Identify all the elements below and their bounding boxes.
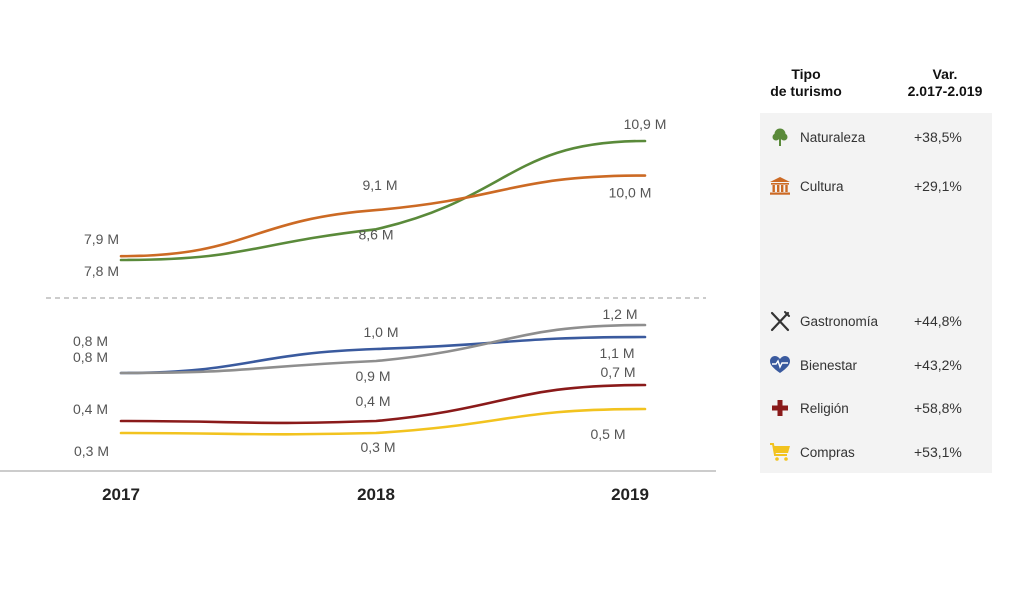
series-line-bienestar xyxy=(119,323,647,375)
row-variation: +29,1% xyxy=(914,178,962,194)
data-label-gastronomía-2017: 0,8 M xyxy=(73,333,108,349)
x-tick-2019: 2019 xyxy=(611,485,649,504)
data-label-compras-2018: 0,3 M xyxy=(360,439,395,455)
series-line-cultura xyxy=(119,174,647,258)
data-label-gastronomía-2018: 1,0 M xyxy=(363,324,398,340)
table-row-cultura: Cultura +29,1% xyxy=(760,173,992,199)
data-label-bienestar-2017: 0,8 M xyxy=(73,349,108,365)
data-label-compras-2017: 0,3 M xyxy=(74,443,109,459)
data-label-cultura-2019: 10,0 M xyxy=(609,185,652,201)
row-variation: +53,1% xyxy=(914,444,962,460)
series-line-gastronomía xyxy=(119,335,647,375)
tree-icon xyxy=(760,127,800,147)
cart-icon xyxy=(760,442,800,462)
cross-icon xyxy=(760,398,800,418)
table-row-religion: Religión +58,8% xyxy=(760,395,992,421)
row-variation: +38,5% xyxy=(914,129,962,145)
row-name: Bienestar xyxy=(800,357,858,373)
header-type-line2: de turismo xyxy=(770,83,842,99)
data-label-naturaleza-2018: 8,6 M xyxy=(358,226,393,242)
row-name: Cultura xyxy=(800,178,844,194)
row-name: Gastronomía xyxy=(800,313,879,329)
table-row-bienestar: Bienestar +43,2% xyxy=(760,352,992,378)
table-header: Tipo de turismo Var. 2.017-2.019 xyxy=(760,66,992,110)
data-label-compras-2019: 0,5 M xyxy=(590,426,625,442)
series-line-naturaleza xyxy=(119,139,647,262)
header-var-line1: Var. xyxy=(932,66,958,82)
row-name: Naturaleza xyxy=(800,129,866,145)
museum-icon xyxy=(760,176,800,196)
line-chart: 7,8 M 8,6 M 10,9 M 7,9 M 9,1 M 10,0 M 0,8 M 1,0… xyxy=(0,116,716,504)
variation-table: Naturaleza +38,5% Cultura +29,1% Gastron… xyxy=(760,113,992,473)
cutlery-icon xyxy=(760,310,800,332)
data-label-cultura-2018: 9,1 M xyxy=(362,177,397,193)
data-label-bienestar-2018: 0,9 M xyxy=(355,368,390,384)
data-label-bienestar-2019: 1,2 M xyxy=(602,306,637,322)
series-line-compras xyxy=(119,407,647,436)
table-row-naturaleza: Naturaleza +38,5% xyxy=(760,124,992,150)
row-variation: +43,2% xyxy=(914,357,962,373)
heart-pulse-icon xyxy=(760,355,800,375)
data-label-religión-2018: 0,4 M xyxy=(355,393,390,409)
data-label-cultura-2017: 7,9 M xyxy=(84,231,119,247)
header-type-line1: Tipo xyxy=(791,66,821,82)
data-label-naturaleza-2017: 7,8 M xyxy=(84,263,119,279)
data-label-religión-2019: 0,7 M xyxy=(600,364,635,380)
row-name: Compras xyxy=(800,444,855,460)
data-label-religión-2017: 0,4 M xyxy=(73,401,108,417)
table-row-compras: Compras +53,1% xyxy=(760,439,992,465)
row-variation: +58,8% xyxy=(914,400,962,416)
table-row-gastronomia: Gastronomía +44,8% xyxy=(760,308,992,334)
data-label-naturaleza-2019: 10,9 M xyxy=(624,116,667,132)
row-name: Religión xyxy=(800,400,849,416)
header-var-line2: 2.017-2.019 xyxy=(907,83,983,99)
x-tick-2017: 2017 xyxy=(102,485,140,504)
header-type: Tipo de turismo xyxy=(760,66,852,100)
data-label-gastronomía-2019: 1,1 M xyxy=(599,345,634,361)
x-tick-2018: 2018 xyxy=(357,485,395,504)
series-line-religión xyxy=(119,383,647,425)
row-variation: +44,8% xyxy=(914,313,962,329)
header-variation: Var. 2.017-2.019 xyxy=(898,66,992,100)
